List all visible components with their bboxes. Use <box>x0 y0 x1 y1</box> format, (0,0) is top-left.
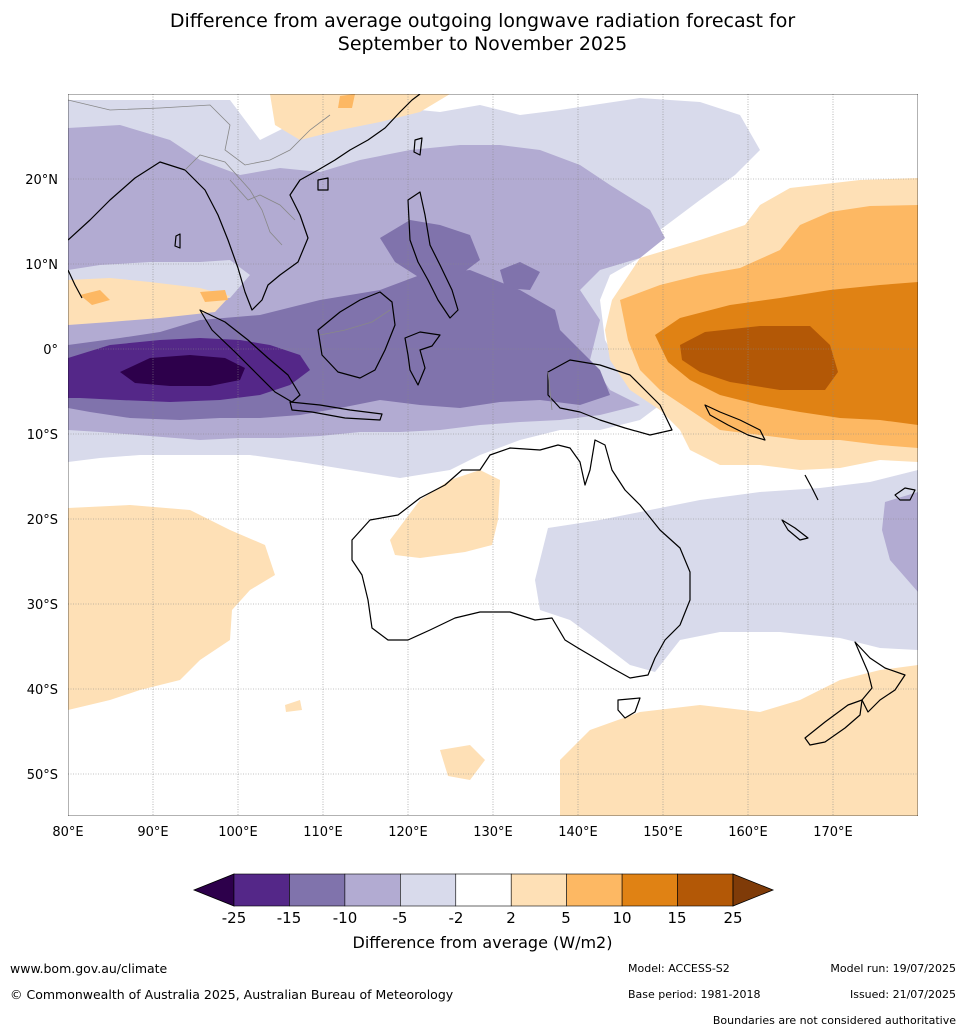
colorbar-swatch <box>566 873 623 907</box>
copyright-notice: © Commonwealth of Australia 2025, Austra… <box>10 987 454 1002</box>
lat-label-10s: 10°S <box>27 428 58 443</box>
coastline-hainan <box>317 177 329 191</box>
colorbar-tick-label: -2 <box>449 909 464 927</box>
colorbar-swatch <box>677 873 734 907</box>
colorbar-tick-labels: -25 -15 -10 -5 -2 2 5 10 15 25 <box>222 909 743 927</box>
title-line-2: September to November 2025 <box>337 33 628 55</box>
model-name: Model: ACCESS-S2 <box>628 962 730 975</box>
colorbar-swatch <box>289 873 346 907</box>
coastline-vanuatu <box>804 474 819 501</box>
title-line-1: Difference from average outgoing longwav… <box>169 10 796 32</box>
lat-label-40s: 40°S <box>27 683 58 698</box>
lon-axis-labels: 80°E 90°E 100°E 110°E 120°E 130°E 140°E … <box>52 825 852 840</box>
colorbar-tick-label: -10 <box>333 909 358 927</box>
lon-label-80e: 80°E <box>52 825 83 840</box>
anomaly-region-15-to-25 <box>680 326 838 390</box>
colorbar-swatches <box>192 873 775 907</box>
lon-label-90e: 90°E <box>137 825 168 840</box>
colorbar-tick-label: -5 <box>393 909 408 927</box>
coastline-sumatra <box>199 309 301 403</box>
coastline-sulawesi <box>404 331 441 386</box>
forecast-map: 20°N 10°N 0° 10°S 20°S 30°S 40°S 50°S 80… <box>25 94 918 840</box>
lat-label-50s: 50°S <box>27 768 58 783</box>
colorbar-tick-label: -15 <box>277 909 302 927</box>
colorbar-title: Difference from average (W/m2) <box>352 933 613 952</box>
lat-label-10n: 10°N <box>25 258 58 273</box>
lat-label-0: 0° <box>43 343 58 358</box>
chart-title: Difference from average outgoing longwav… <box>0 10 965 56</box>
base-period: Base period: 1981-2018 <box>628 988 761 1001</box>
lon-label-170e: 170°E <box>813 825 853 840</box>
boundaries-disclaimer: Boundaries are not considered authoritat… <box>712 1014 956 1027</box>
lat-axis-labels: 20°N 10°N 0° 10°S 20°S 30°S 40°S 50°S <box>25 173 58 783</box>
lon-label-100e: 100°E <box>218 825 258 840</box>
coastline-java <box>289 401 383 421</box>
colorbar-tick-label: -25 <box>222 909 247 927</box>
anomaly-region-below-minus-25 <box>120 355 245 386</box>
gridlines <box>68 94 918 816</box>
coastline-asia-mainland <box>68 94 421 311</box>
colorbar-swatch <box>233 873 290 907</box>
colorbar-tick-label: 15 <box>667 909 686 927</box>
lon-label-150e: 150°E <box>643 825 683 840</box>
colorbar-tick-label: 10 <box>612 909 631 927</box>
political-boundaries <box>68 99 553 411</box>
lon-label-120e: 120°E <box>388 825 428 840</box>
colorbar-tick-label: 2 <box>506 909 516 927</box>
model-run-date: Model run: 19/07/2025 <box>830 962 956 975</box>
colorbar-swatch <box>344 873 401 907</box>
coastline-australia <box>351 439 691 679</box>
colorbar-tick-label: 25 <box>723 909 742 927</box>
colorbar-tick-label: 5 <box>561 909 571 927</box>
coastline-new-zealand-north <box>854 641 906 713</box>
colorbar-swatch <box>400 873 457 907</box>
lat-label-20s: 20°S <box>27 513 58 528</box>
website-link[interactable]: www.bom.gov.au/climate <box>10 961 168 976</box>
lon-label-130e: 130°E <box>473 825 513 840</box>
issued-date: Issued: 21/07/2025 <box>849 988 956 1001</box>
coastlines <box>68 94 916 746</box>
colorbar-swatch <box>455 873 512 907</box>
colorbar-swatch <box>621 873 678 907</box>
lon-label-160e: 160°E <box>728 825 768 840</box>
coastline-new-zealand-south <box>804 699 863 746</box>
coastline-new-guinea <box>547 359 673 436</box>
coastline-philippines <box>407 191 459 319</box>
coastline-borneo <box>317 291 396 379</box>
colorbar-swatch <box>510 873 567 907</box>
colorbar-extend-high <box>732 873 775 907</box>
coastline-solomon-islands <box>704 404 766 441</box>
lat-label-20n: 20°N <box>25 173 58 188</box>
lon-label-110e: 110°E <box>303 825 343 840</box>
lon-label-140e: 140°E <box>558 825 598 840</box>
colorbar-extend-low <box>192 873 235 907</box>
coastline-india <box>68 269 83 299</box>
map-field <box>68 94 918 816</box>
lat-label-30s: 30°S <box>27 598 58 613</box>
coastline-sri-lanka <box>174 233 181 249</box>
coastline-taiwan <box>413 137 423 156</box>
coastline-new-caledonia <box>781 519 809 541</box>
coastline-fiji <box>894 487 916 501</box>
coastline-tasmania <box>617 697 641 719</box>
